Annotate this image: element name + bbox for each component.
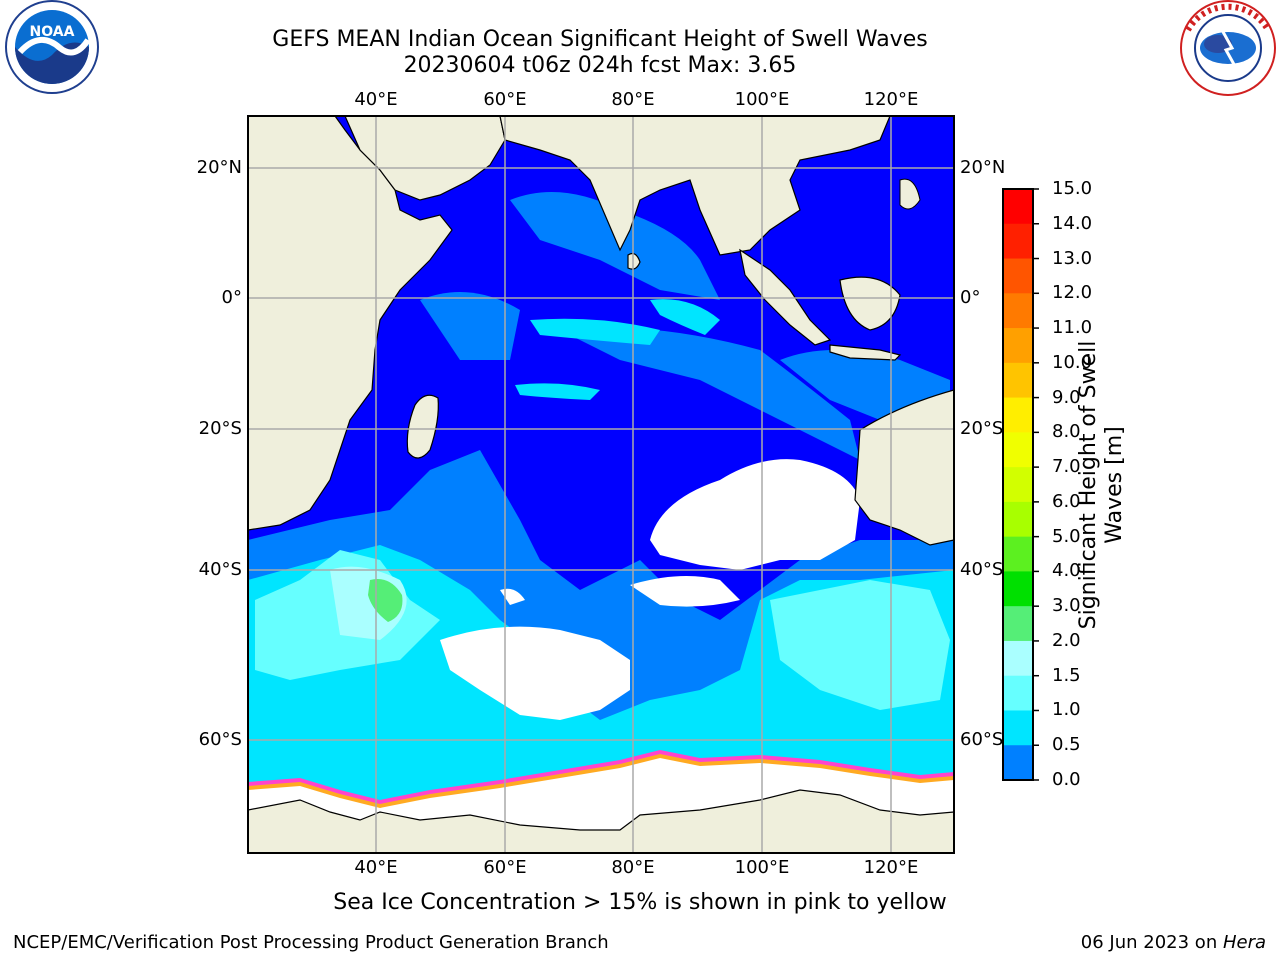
- nws-logo: [1180, 0, 1276, 96]
- colorbar-segment: [1003, 501, 1033, 538]
- lon-label-top-100e: 100°E: [734, 89, 790, 110]
- footer-branch: NCEP/EMC/Verification Post Processing Pr…: [13, 932, 609, 953]
- colorbar-tick-label: 1.5: [1052, 664, 1081, 686]
- colorbar-title: Significant Height of Swell Waves [m]: [1076, 325, 1128, 645]
- colorbar-tick-label: 6.0: [1052, 490, 1081, 512]
- colorbar-tick-label: 0.5: [1052, 734, 1081, 756]
- colorbar-tick-label: 0.0: [1052, 769, 1081, 790]
- colorbar-segment: [1003, 745, 1033, 781]
- grid-lines: [248, 116, 954, 853]
- colorbar-frame: [1002, 188, 1034, 781]
- colorbar-segment: [1003, 606, 1033, 642]
- lat-label-left-60s: 60°S: [198, 729, 242, 750]
- colorbar-tick-label: 10.0: [1052, 351, 1093, 373]
- colorbar-segment: [1003, 223, 1033, 260]
- footer-host: Hera: [1222, 932, 1266, 953]
- lat-label-right-0: 0°: [960, 287, 981, 308]
- colorbar-tick-label: 3.0: [1052, 595, 1081, 617]
- lon-label-bottom-60e: 60°E: [483, 857, 527, 878]
- lon-label-bottom-80e: 80°E: [611, 857, 655, 878]
- colorbar-tick-label: 14.0: [1052, 212, 1093, 234]
- colorbar-tick-label: 7.0: [1052, 456, 1081, 478]
- colorbar-tick-label: 2.0: [1052, 629, 1081, 651]
- colorbar-segment: [1003, 467, 1033, 503]
- colorbar-segment: [1003, 536, 1033, 572]
- colorbar-tick-label: 4.0: [1052, 560, 1081, 582]
- lon-label-top-60e: 60°E: [483, 89, 527, 110]
- map-frame: [247, 115, 955, 854]
- colorbar-segment: [1003, 432, 1033, 468]
- colorbar-segment: [1003, 397, 1033, 433]
- colorbar-segment: [1003, 328, 1033, 364]
- map-area: [248, 116, 954, 853]
- footer-date-text: 06 Jun 2023 on: [1080, 932, 1223, 953]
- map-title: GEFS MEAN Indian Ocean Significant Heigh…: [272, 27, 928, 52]
- colorbar: [1002, 188, 1039, 781]
- lon-label-bottom-40e: 40°E: [354, 857, 398, 878]
- colorbar-tick-label: 1.0: [1052, 699, 1081, 721]
- colorbar-segment: [1003, 189, 1033, 225]
- map-subtitle: 20230604 t06z 024h fcst Max: 3.65: [403, 53, 797, 78]
- colorbar-tick-label: 13.0: [1052, 247, 1093, 269]
- sea-ice-caption: Sea Ice Concentration > 15% is shown in …: [333, 890, 947, 915]
- lat-label-left-20s: 20°S: [198, 418, 242, 439]
- colorbar-title-line1: Significant Height of Swell: [1076, 340, 1101, 630]
- lon-label-top-40e: 40°E: [354, 89, 398, 110]
- colorbar-tick-label: 11.0: [1052, 317, 1093, 339]
- noaa-logo: NOAA: [5, 0, 99, 94]
- svg-text:NOAA: NOAA: [30, 24, 75, 40]
- colorbar-tick-label: 12.0: [1052, 282, 1093, 304]
- colorbar-segment: [1003, 293, 1033, 329]
- colorbar-tick-label: 9.0: [1052, 386, 1081, 408]
- colorbar-segment: [1003, 571, 1033, 607]
- lon-label-bottom-100e: 100°E: [734, 857, 790, 878]
- lat-label-left-0: 0°: [221, 287, 242, 308]
- colorbar-tick-label: 5.0: [1052, 525, 1081, 547]
- lat-label-right-20s: 20°S: [960, 418, 1004, 439]
- colorbar-segment: [1003, 675, 1033, 711]
- footer-date: 06 Jun 2023 on Hera: [1081, 932, 1266, 953]
- lon-label-top-80e: 80°E: [611, 89, 655, 110]
- lat-label-right-20n: 20°N: [960, 157, 1006, 178]
- lon-label-top-120e: 120°E: [863, 89, 919, 110]
- lat-label-left-40s: 40°S: [198, 559, 242, 580]
- lat-label-left-20n: 20°N: [196, 157, 242, 178]
- colorbar-tick-label: 15.0: [1052, 178, 1093, 199]
- colorbar-title-line2: Waves [m]: [1102, 426, 1127, 544]
- colorbar-segment: [1003, 710, 1033, 746]
- lat-label-right-60s: 60°S: [960, 729, 1004, 750]
- lon-label-bottom-120e: 120°E: [863, 857, 919, 878]
- colorbar-tick-label: 8.0: [1052, 421, 1081, 443]
- colorbar-segment: [1003, 258, 1033, 294]
- colorbar-segment: [1003, 362, 1033, 399]
- lat-label-right-40s: 40°S: [960, 559, 1004, 580]
- colorbar-segment: [1003, 640, 1033, 677]
